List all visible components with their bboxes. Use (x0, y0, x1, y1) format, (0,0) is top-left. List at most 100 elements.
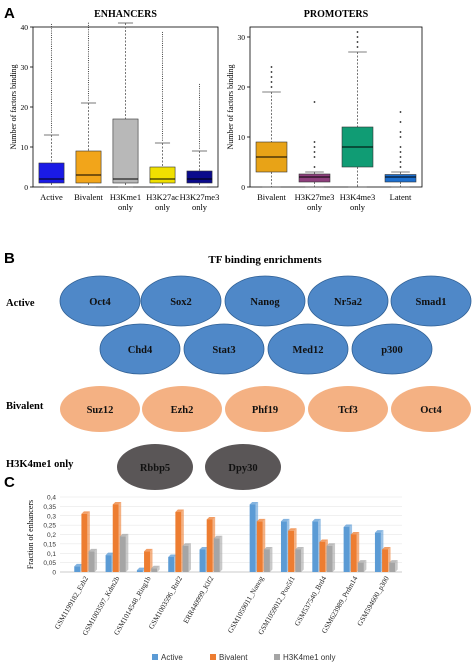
x-category-label: GSM537540_Brd4 (292, 574, 328, 627)
x-category-label: Bivalent (257, 192, 286, 202)
bar-top (199, 547, 208, 550)
outlier-point (198, 134, 201, 136)
outlier-point (87, 33, 90, 35)
outlier-point (198, 130, 201, 132)
outlier-point (198, 121, 201, 123)
outlier-point (198, 141, 201, 143)
outlier-point (313, 141, 316, 143)
bar-active (249, 504, 256, 572)
box (112, 118, 139, 184)
x-category-label: GSM594600_p300 (355, 574, 391, 627)
outlier-point (356, 41, 359, 43)
tf-name: Nr5a2 (334, 297, 362, 308)
y-tick-label: 0,3 (47, 513, 56, 520)
outlier-point (161, 31, 164, 33)
row-label-h3k4me1-only: H3K4me1 only (6, 459, 74, 470)
y-tick-label: 0,35 (43, 504, 56, 511)
tf-ellipse (267, 323, 349, 375)
outlier-point (50, 56, 53, 58)
outlier-point (50, 114, 53, 116)
bar-h3k4me1-only (151, 568, 158, 572)
outlier-point (161, 64, 164, 66)
outlier-point (87, 97, 90, 99)
outlier-point (198, 103, 201, 105)
outlier-point (161, 56, 164, 58)
x-category-label: GSM1003596_Rnf2 (146, 574, 184, 630)
outlier-point (161, 73, 164, 75)
bar-top (81, 511, 90, 514)
outlier-point (198, 99, 201, 101)
outlier-point (161, 117, 164, 119)
outlier-point (161, 126, 164, 128)
outlier-point (399, 151, 402, 153)
bar-h3k4me1-only (88, 551, 95, 572)
bar-side (150, 548, 153, 572)
outlier-point (50, 48, 53, 50)
outlier-point (161, 137, 164, 139)
outlier-point (87, 68, 90, 70)
bar-side (332, 543, 336, 572)
outlier-point (87, 88, 90, 90)
y-tick-label: 30 (238, 33, 246, 42)
outlier-point (50, 45, 53, 47)
outlier-point (161, 84, 164, 86)
outlier-point (50, 43, 53, 45)
outlier-point (50, 28, 53, 30)
outlier-point (50, 103, 53, 105)
tf-name: Oct4 (420, 405, 442, 416)
y-tick-label: 0 (24, 183, 28, 192)
outlier-point (198, 108, 201, 110)
y-tick-label: 0 (52, 570, 56, 577)
outlier-point (50, 125, 53, 127)
bar-bivalent (382, 549, 389, 572)
tf-ellipse (390, 275, 472, 327)
outlier-point (87, 22, 90, 24)
bar-h3k4me1-only (213, 538, 220, 572)
outlier-point (87, 62, 90, 64)
outlier-point (50, 96, 53, 98)
bar-top (144, 548, 153, 552)
outlier-point (161, 124, 164, 126)
outlier-point (87, 99, 90, 101)
outlier-point (50, 92, 53, 94)
outlier-point (198, 94, 201, 96)
bar-top (206, 517, 216, 520)
outlier-point (198, 138, 201, 140)
bar-side (301, 547, 304, 572)
y-tick-label: 0,1 (47, 551, 56, 558)
outlier-point (50, 83, 53, 85)
tf-ellipse (307, 275, 389, 327)
outlier-point (270, 66, 273, 68)
bar-side (157, 565, 160, 572)
outlier-point (161, 113, 164, 115)
outlier-point (50, 111, 53, 113)
outlier-point (87, 31, 90, 33)
outlier-point (198, 105, 201, 107)
tf-ellipse (99, 323, 181, 375)
outlier-point (161, 67, 164, 69)
outlier-point (161, 36, 164, 38)
bar-active (74, 566, 81, 572)
outlier-point (87, 86, 90, 88)
bar-side (94, 548, 98, 572)
bar-top (256, 518, 266, 522)
outlier-point (50, 70, 53, 72)
bar-top (105, 552, 115, 556)
outlier-point (399, 161, 402, 163)
tf-ellipse (391, 386, 471, 432)
bar-bivalent (144, 551, 151, 572)
tf-name: Ezh2 (171, 405, 194, 416)
bar-h3k4me1-only (119, 536, 126, 572)
outlier-point (270, 81, 273, 83)
bar-top (249, 502, 259, 505)
bar-h3k4me1-only (389, 562, 396, 572)
outlier-point (161, 122, 164, 124)
outlier-point (50, 52, 53, 54)
x-category-label: H3K27ac (146, 192, 179, 202)
outlier-point (50, 94, 53, 96)
bar-top (263, 547, 273, 550)
bar-active (312, 521, 319, 572)
bar-top (74, 563, 83, 567)
outlier-point (161, 86, 164, 88)
outlier-point (50, 50, 53, 52)
